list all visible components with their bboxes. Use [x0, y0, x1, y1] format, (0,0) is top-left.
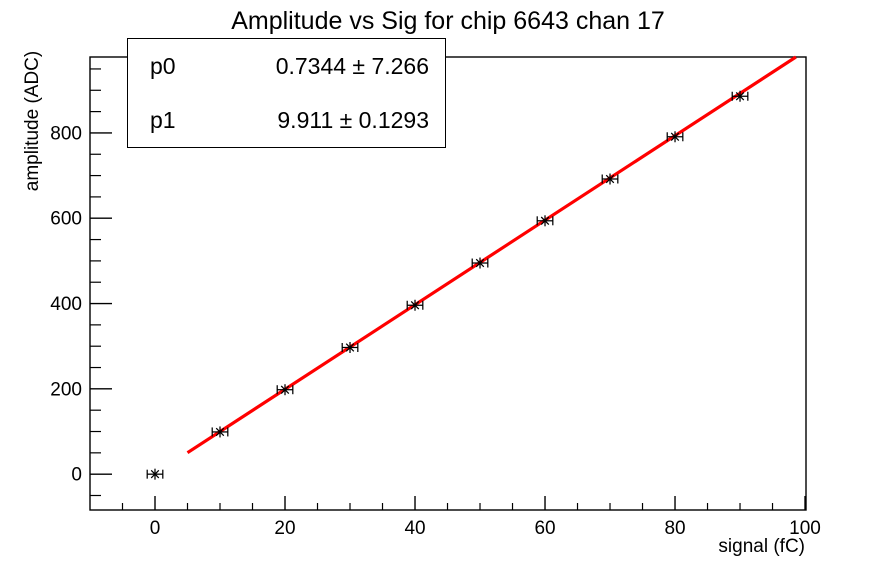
x-tick-label: 40	[404, 518, 425, 539]
marker-ray-diag2	[215, 427, 225, 437]
data-point	[341, 341, 359, 353]
stats-row-p0: p0 0.7344 ± 7.266	[150, 41, 429, 91]
data-point	[536, 215, 554, 227]
data-point	[276, 384, 294, 396]
data-point	[406, 299, 424, 311]
data-point	[146, 468, 164, 480]
x-tick-label: 20	[274, 518, 295, 539]
fit-stats-box: p0 0.7344 ± 7.266 p1 9.911 ± 0.1293	[127, 38, 446, 148]
y-tick-label: 800	[50, 123, 82, 144]
fit-line	[186, 55, 797, 455]
p1-label: p1	[150, 106, 176, 133]
data-point	[471, 257, 489, 269]
data-point	[211, 426, 229, 438]
x-tick-label: 60	[534, 518, 555, 539]
marker-ray-diag2	[670, 132, 680, 142]
marker-ray-diag2	[280, 385, 290, 394]
data-point	[666, 131, 684, 143]
p0-label: p0	[150, 52, 176, 79]
y-axis-title: amplitude (ADC)	[22, 50, 43, 192]
y-tick-label: 200	[50, 379, 82, 400]
data-point	[731, 90, 749, 102]
y-tick-label: 0	[71, 465, 82, 486]
p0-value: 0.7344 ± 7.266	[275, 52, 429, 79]
marker-ray-diag2	[150, 469, 160, 479]
stats-row-p1: p1 9.911 ± 0.1293	[150, 95, 429, 145]
x-tick-label: 80	[664, 518, 685, 539]
marker-ray-diag2	[410, 301, 420, 310]
data-point	[601, 173, 619, 185]
marker-ray-diag2	[540, 216, 550, 226]
marker-ray-diag2	[345, 343, 355, 352]
x-tick-label: 100	[789, 518, 821, 539]
chart-title: Amplitude vs Sig for chip 6643 chan 17	[231, 7, 665, 35]
marker-ray-diag2	[735, 92, 745, 101]
marker-ray-diag2	[475, 258, 485, 268]
y-tick-label: 400	[50, 294, 82, 315]
p1-value: 9.911 ± 0.1293	[277, 106, 429, 133]
x-axis-title: signal (fC)	[718, 536, 805, 557]
x-tick-label: 0	[150, 518, 161, 539]
y-tick-label: 600	[50, 209, 82, 230]
marker-ray-diag2	[605, 174, 615, 184]
